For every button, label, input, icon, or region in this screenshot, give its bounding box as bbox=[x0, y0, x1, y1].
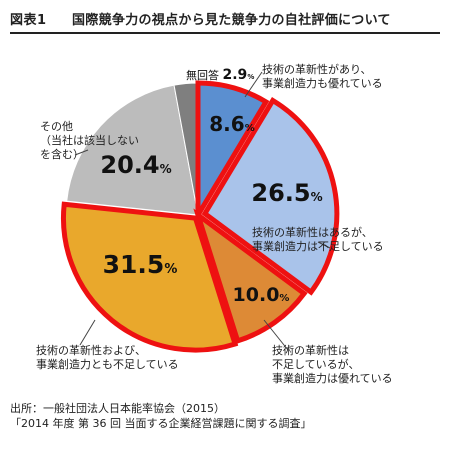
value-unit: % bbox=[245, 123, 255, 134]
category-label-line: 事業創造力は不足している bbox=[252, 240, 384, 253]
slice-highlight-1 bbox=[201, 97, 340, 296]
value-label-0: 8.6% bbox=[209, 112, 254, 136]
value-number: 20.4 bbox=[100, 151, 159, 179]
leader-line-3 bbox=[79, 319, 96, 346]
slice-highlight-0 bbox=[195, 80, 270, 225]
value-label-5: 無回答 2.9% bbox=[186, 67, 254, 83]
category-label-line: 技術の革新性および、 bbox=[36, 344, 146, 357]
category-label-line: を含む） bbox=[40, 148, 84, 161]
value-label-category: 無回答 bbox=[186, 68, 223, 82]
value-label-2: 10.0% bbox=[233, 284, 290, 306]
category-label-line: 事業創造力も優れている bbox=[262, 77, 383, 90]
category-label-4: その他 （当社は該当しない を含む） bbox=[40, 120, 139, 162]
leader-line-2 bbox=[263, 319, 289, 351]
category-label-line: 事業創造力は優れている bbox=[272, 372, 393, 385]
value-label-1: 26.5% bbox=[251, 179, 322, 207]
value-number: 10.0 bbox=[233, 284, 280, 306]
category-label-line: 技術の革新性は bbox=[272, 344, 349, 357]
value-unit: % bbox=[279, 293, 289, 304]
source-line-1: 出所：一般社団法人日本能率協会（2015） bbox=[10, 402, 225, 415]
value-number: 26.5 bbox=[251, 179, 310, 207]
category-label-1: 技術の革新性はあるが、 事業創造力は不足している bbox=[252, 226, 384, 254]
leader-line-4 bbox=[74, 149, 89, 156]
slice-highlight-2 bbox=[193, 208, 308, 345]
value-number: 31.5 bbox=[103, 250, 165, 279]
leader-line-1 bbox=[317, 241, 331, 249]
value-unit: % bbox=[160, 162, 172, 176]
value-label-3: 31.5% bbox=[103, 250, 178, 279]
source-note: 出所：一般社団法人日本能率協会（2015） 「2014 年度 第 36 回 当面… bbox=[10, 401, 311, 431]
slice-highlight-3 bbox=[61, 201, 239, 353]
value-number: 8.6 bbox=[209, 112, 244, 136]
category-label-line: 事業創造力とも不足している bbox=[36, 358, 179, 371]
category-label-line: （当社は該当しない bbox=[40, 134, 139, 147]
value-unit: % bbox=[247, 73, 254, 81]
value-label-4: 20.4% bbox=[100, 151, 171, 179]
category-label-line: その他 bbox=[40, 120, 73, 133]
leader-line-0 bbox=[244, 71, 263, 98]
category-label-line: 不足しているが、 bbox=[272, 358, 360, 371]
figure-label: 図表1 bbox=[10, 13, 47, 28]
category-label-line: 技術の革新性はあるが、 bbox=[252, 226, 373, 239]
value-unit: % bbox=[164, 262, 177, 277]
value-unit: % bbox=[311, 190, 323, 204]
category-label-line: 技術の革新性があり、 bbox=[262, 63, 372, 76]
category-label-3: 技術の革新性および、 事業創造力とも不足している bbox=[36, 344, 179, 372]
chart-title: 国際競争力の視点から見た競争力の自社評価について bbox=[72, 13, 391, 28]
source-line-2: 「2014 年度 第 36 回 当面する企業経営課題に関する調査」 bbox=[10, 417, 312, 430]
pie-slice-4 bbox=[66, 84, 199, 216]
figure-header: 図表1 国際競争力の視点から見た競争力の自社評価について bbox=[10, 8, 440, 34]
category-label-0: 技術の革新性があり、 事業創造力も優れている bbox=[262, 63, 383, 91]
value-number: 2.9 bbox=[223, 67, 248, 83]
category-label-2: 技術の革新性は 不足しているが、 事業創造力は優れている bbox=[272, 344, 393, 386]
